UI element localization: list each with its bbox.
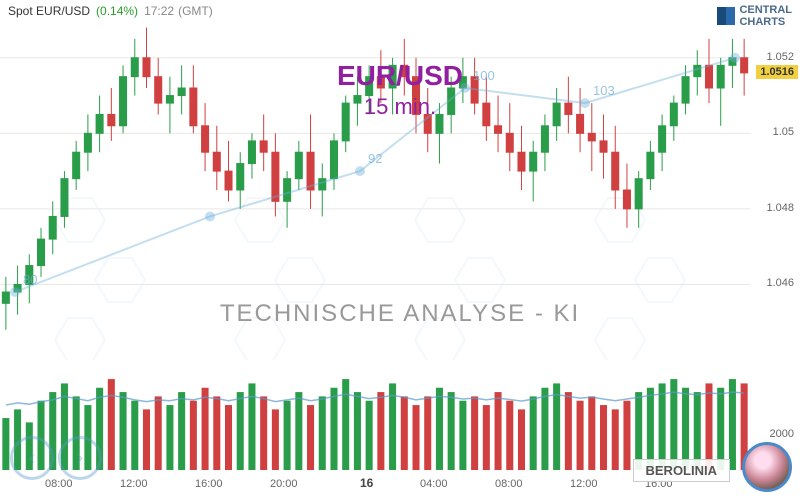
svg-text:103: 103	[593, 83, 615, 98]
svg-text:80: 80	[23, 272, 37, 287]
nav-next-icon[interactable]: ›	[58, 436, 102, 480]
avatar-icon[interactable]	[742, 442, 792, 492]
chart-title: EUR/USD 15 min.	[337, 60, 463, 120]
symbol-label: Spot EUR/USD	[8, 4, 90, 18]
logo-icon	[717, 7, 735, 25]
pct-change: (0.14%)	[96, 4, 138, 18]
time-label: 17:22	[144, 4, 174, 18]
volume-ytick: 2000	[770, 428, 794, 440]
nav-prev-icon[interactable]: ‹	[10, 436, 54, 480]
brand-badge: BEROLINIA	[633, 459, 731, 482]
svg-text:100: 100	[473, 68, 495, 83]
logo: CENTRALCHARTS	[717, 4, 792, 28]
subtitle: TECHNISCHE ANALYSE - KI	[220, 300, 580, 328]
nav-controls: ‹ ›	[10, 436, 102, 480]
tz-label: (GMT)	[178, 4, 213, 18]
chart-header: Spot EUR/USD (0.14%) 17:22 (GMT)	[0, 0, 221, 22]
volume-chart[interactable]	[0, 370, 750, 470]
svg-text:92: 92	[368, 151, 382, 166]
y-axis: 1.0461.0481.051.0521.0516	[750, 20, 800, 360]
